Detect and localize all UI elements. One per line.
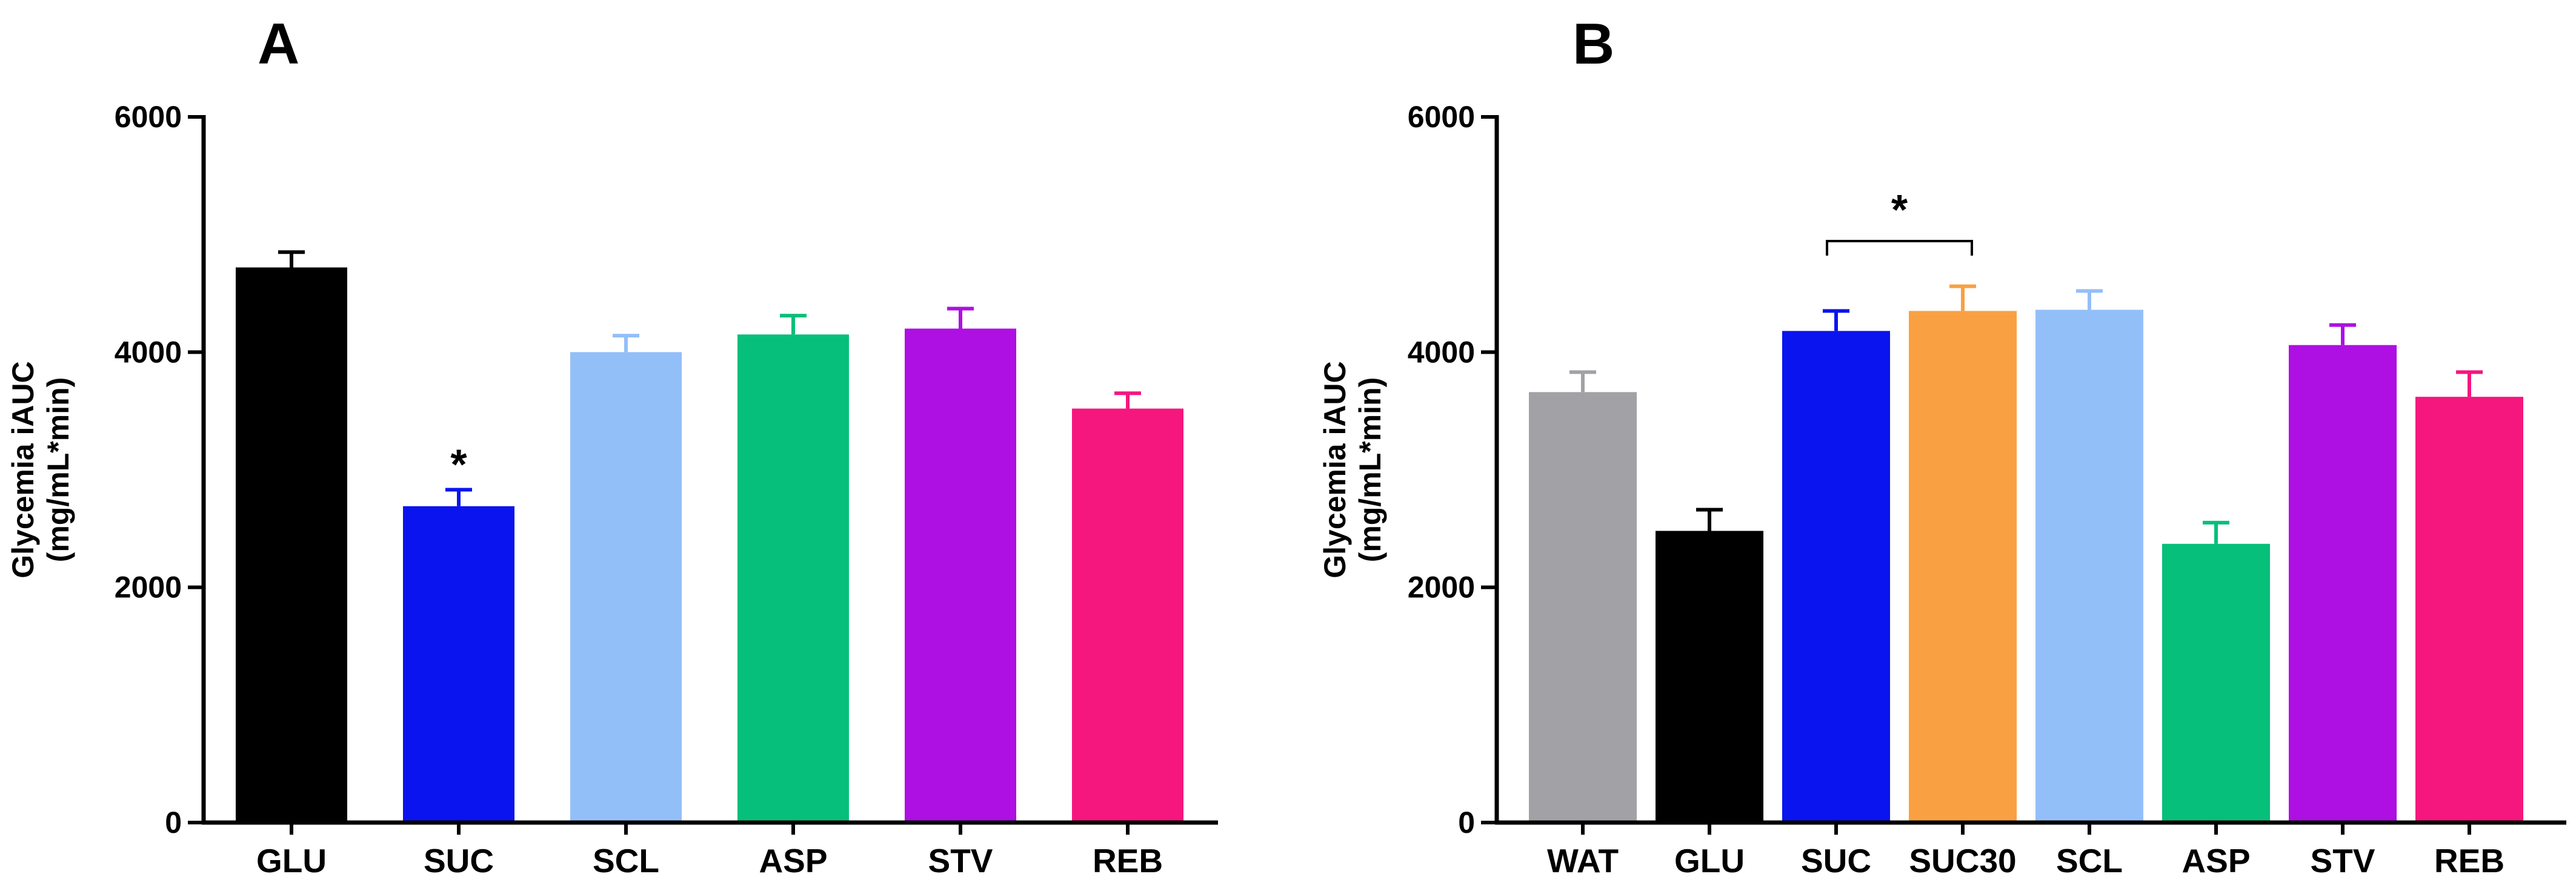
x-tick-label-glu: GLU: [256, 842, 327, 879]
panel-b: B Glycemia iAUC (mg/mL*min) WAT GLU SUC SUC30 S…: [1318, 12, 2566, 879]
bar-stv: [905, 328, 1016, 823]
x-tick-label-asp: ASP: [2182, 842, 2250, 879]
significance-star: *: [450, 441, 467, 488]
x-tick-label-suc: SUC: [424, 842, 494, 879]
bar-asp: [737, 334, 849, 823]
y-axis-label: Glycemia iAUC: [1318, 361, 1352, 578]
y-axis-label-units: (mg/mL*min): [1353, 377, 1387, 563]
bar-wat: [1529, 392, 1637, 823]
y-tick-label: 6000: [1408, 100, 1475, 134]
x-tick-label-suc30: SUC30: [1909, 842, 2016, 879]
panel-a: A Glycemia iAUC (mg/mL*min) GLU SUC SCL ASP STV…: [6, 12, 1218, 879]
x-tick-label-glu: GLU: [1674, 842, 1745, 879]
panel-letter: B: [1573, 12, 1614, 76]
y-tick-label: 4000: [115, 335, 182, 369]
y-tick-label: 2000: [1408, 571, 1475, 604]
x-tick-label-reb: REB: [1093, 842, 1163, 879]
y-tick-label: 0: [1458, 806, 1475, 840]
x-tick-label-asp: ASP: [759, 842, 827, 879]
x-tick-label-scl: SCL: [593, 842, 659, 879]
x-tick-label-reb: REB: [2434, 842, 2504, 879]
x-tick-label-suc: SUC: [1801, 842, 1871, 879]
bar-suc: [1782, 331, 1890, 823]
panel-letter: A: [258, 12, 299, 76]
x-tick-label-stv: STV: [2311, 842, 2375, 879]
bar-stv: [2289, 345, 2397, 823]
bar-suc30: [1909, 311, 2017, 823]
bar-scl: [570, 352, 682, 823]
y-tick-label: 4000: [1408, 335, 1475, 369]
y-tick-label: 6000: [115, 100, 182, 134]
significance-star: *: [1891, 186, 1908, 233]
bar-glu: [1656, 531, 1763, 823]
x-tick-label-wat: WAT: [1547, 842, 1619, 879]
x-tick-label-stv: STV: [928, 842, 993, 879]
significance-bracket: [1826, 240, 1973, 256]
bar-glu: [236, 267, 347, 823]
bar-reb: [2415, 397, 2523, 823]
y-axis-label: Glycemia iAUC: [6, 361, 40, 578]
y-axis-label-units: (mg/mL*min): [41, 377, 75, 563]
x-tick-label-scl: SCL: [2056, 842, 2123, 879]
bar-asp: [2162, 543, 2270, 823]
bar-scl: [2035, 310, 2143, 823]
bar-reb: [1072, 408, 1183, 823]
bar-suc: [403, 506, 514, 823]
y-tick-label: 0: [165, 806, 182, 840]
y-tick-label: 2000: [115, 571, 182, 604]
